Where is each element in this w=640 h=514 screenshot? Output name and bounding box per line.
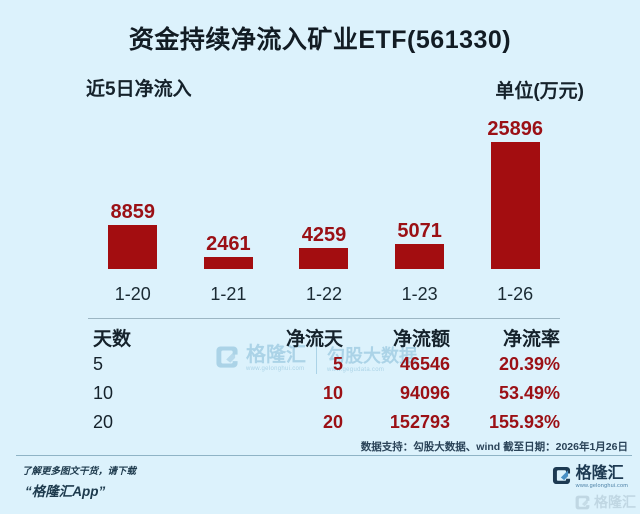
app-promo-line1: 了解更多图文干货，请下载 xyxy=(22,466,137,477)
table-row: 10 10 94096 53.49% xyxy=(88,379,560,408)
table-cell: 10 xyxy=(93,383,114,403)
x-tick-label: 1-22 xyxy=(305,284,342,304)
col-header-net-days: 净流天 xyxy=(285,329,343,350)
col-header-net-rate: 净流率 xyxy=(502,329,560,350)
bar-value-label: 5071 xyxy=(397,220,442,242)
table-cell: 10 xyxy=(322,383,343,403)
summary-table: 天数 净流天 净流额 净流率 5 5 46546 20.39% 10 10 94… xyxy=(88,318,560,437)
bar-column: 8859 xyxy=(85,202,181,269)
bar-value-label: 4259 xyxy=(301,224,347,246)
bar xyxy=(395,244,445,269)
watermark-brand-url: www.gelonghui.com xyxy=(246,366,305,372)
x-axis-labels: 1-20 1-21 1-22 1-23 1-26 xyxy=(85,284,563,305)
col-header-days: 天数 xyxy=(93,329,132,350)
bar-chart: 8859 2461 4259 5071 25896 xyxy=(85,112,563,269)
bar-column: 5071 xyxy=(372,221,468,269)
bar xyxy=(299,248,349,269)
watermark-partner-url: www.gegudata.com xyxy=(327,366,385,373)
table-cell: 46546 xyxy=(399,354,450,374)
table-cell: 152793 xyxy=(389,412,450,432)
table-cell: 20.39% xyxy=(498,354,560,374)
footer-divider xyxy=(16,455,632,456)
col-header-net-amount: 净流额 xyxy=(392,329,450,350)
bar-value-label: 25896 xyxy=(487,117,543,140)
x-tick-label: 1-21 xyxy=(210,284,247,304)
chart-subtitle: 近5日净流入 xyxy=(86,79,192,100)
ghost-watermark-name: 格隆汇 xyxy=(594,494,636,510)
bar xyxy=(203,256,253,269)
x-tick-label: 1-20 xyxy=(114,284,151,304)
data-source-note: 数据支持：勾股大数据、wind 截至日期：2026年1月26日 xyxy=(360,441,628,453)
app-promo-line2: “格隆汇App” xyxy=(25,484,106,499)
bar-value-label: 2461 xyxy=(206,232,251,255)
gelonghui-logo-icon xyxy=(574,494,591,511)
watermark-brand: 格隆汇 xyxy=(246,344,306,366)
gelonghui-logo-icon xyxy=(551,465,572,486)
ghost-watermark-logo: 格隆汇 xyxy=(574,492,636,512)
table-cell: 94096 xyxy=(399,383,450,403)
chart-unit-label: 单位(万元) xyxy=(495,81,584,102)
bar-column: 25896 xyxy=(467,117,563,269)
watermark-partner: 勾股大数据 xyxy=(327,346,417,366)
table-row: 20 20 152793 155.93% xyxy=(88,408,560,437)
bar-column: 4259 xyxy=(276,225,372,269)
bar xyxy=(108,225,158,269)
page-title: 资金持续净流入矿业ETF(561330) xyxy=(128,26,512,54)
bar-column: 2461 xyxy=(181,234,277,269)
table-cell: 5 xyxy=(332,354,343,374)
gelonghui-logo-icon xyxy=(214,344,240,370)
footer-brand-logo: 格隆汇 www.gelonghui.com xyxy=(551,465,628,489)
table-cell: 20 xyxy=(322,412,343,432)
footer-brand-url: www.gelonghui.com xyxy=(575,482,628,489)
watermark: 格隆汇 www.gelonghui.com 勾股大数据 www.gegudata… xyxy=(214,344,417,374)
x-tick-label: 1-23 xyxy=(401,284,438,304)
footer-brand-name: 格隆汇 xyxy=(575,465,624,482)
bar-value-label: 8859 xyxy=(110,201,156,224)
table-header-row: 天数 净流天 净流额 净流率 xyxy=(88,324,560,350)
x-tick-label: 1-26 xyxy=(497,284,534,304)
watermark-divider xyxy=(316,344,317,374)
table-cell: 53.49% xyxy=(498,383,560,403)
bar xyxy=(490,141,540,269)
table-cell: 5 xyxy=(93,354,104,374)
table-cell: 155.93% xyxy=(488,412,560,432)
table-cell: 20 xyxy=(93,412,114,432)
table-row: 5 5 46546 20.39% xyxy=(88,350,560,379)
app-promo: 了解更多图文干货，请下载 “格隆汇App” xyxy=(22,463,136,500)
